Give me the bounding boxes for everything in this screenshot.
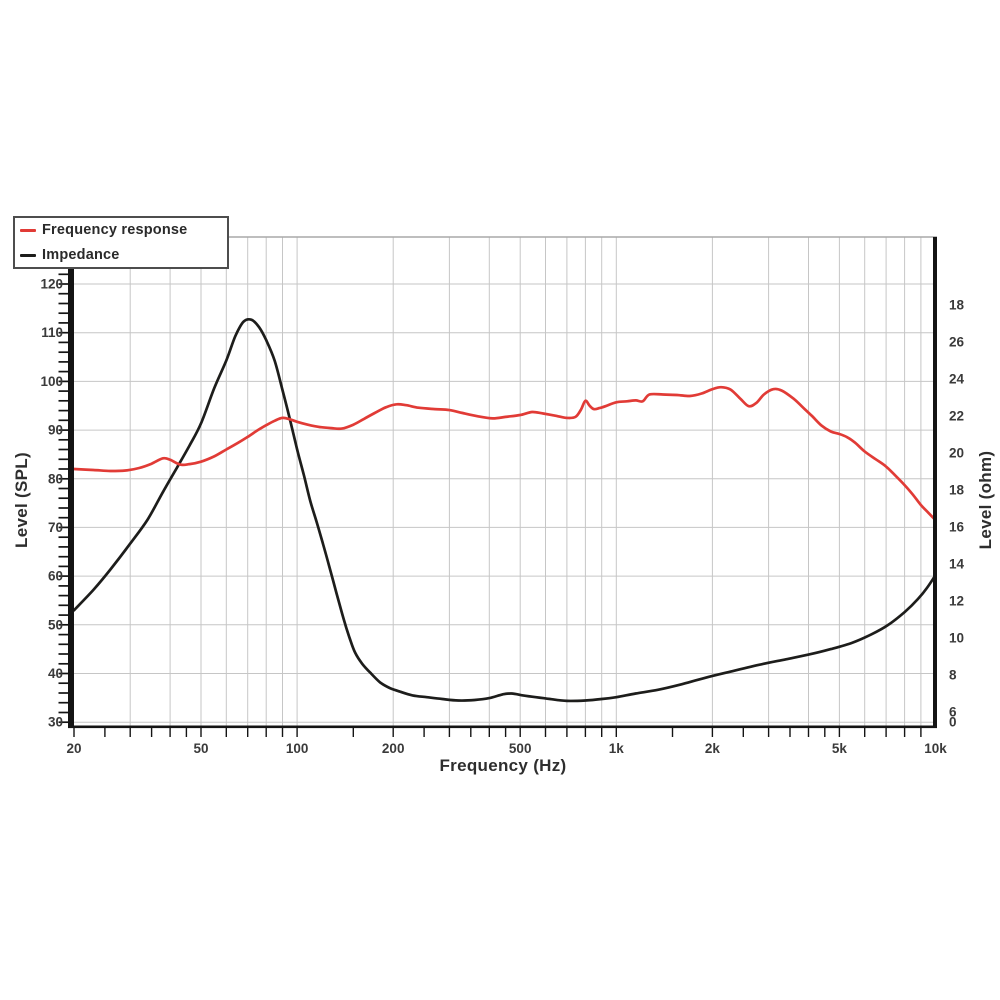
- y-right-tick-labels: 18 26 24 22 20 18 16 14 12 10 8 60: [949, 298, 965, 730]
- y-right-tick-label: 0: [949, 715, 957, 730]
- y-left-tick-label: 120: [40, 277, 63, 292]
- y-left-tick-label: 50: [48, 617, 63, 632]
- legend-label-impedance: Impedance: [42, 247, 120, 263]
- y-left-tick-label: 80: [48, 471, 63, 486]
- x-tick-label: 5k: [832, 741, 848, 756]
- y-axis-right-title: Level (ohm): [976, 450, 995, 550]
- frequency-response-line-sample: [20, 228, 36, 232]
- y-left-tick-label: 70: [48, 520, 63, 535]
- y-right-tick-label: 18: [949, 483, 965, 498]
- y-right-tick-label: 14: [949, 557, 965, 572]
- y-axis-left-title: Level (SPL): [12, 452, 31, 548]
- legend: Frequency response Impedance: [13, 216, 229, 269]
- y-right-tick-label: 22: [949, 409, 964, 424]
- x-tick-label: 200: [382, 741, 405, 756]
- y-right-tick-label: 6: [949, 705, 957, 720]
- y-left-tick-label: 110: [41, 325, 63, 340]
- y-right-tick-label: 12: [949, 594, 964, 609]
- y-axis-right: [933, 237, 937, 728]
- x-tick-label: 50: [193, 741, 208, 756]
- legend-item-impedance: Impedance: [20, 244, 227, 266]
- y-left-tick-labels: 120 110 100 90 80 70 60 50 40 30: [40, 277, 63, 730]
- x-tick-label: 2k: [705, 741, 721, 756]
- legend-item-frequency-response: Frequency response: [20, 219, 227, 241]
- x-tick-label: 20: [66, 741, 81, 756]
- y-right-tick-label: 26: [949, 335, 965, 350]
- y-left-tick-label: 60: [48, 569, 63, 584]
- y-right-tick-label: 16: [949, 520, 965, 535]
- x-axis-title: Frequency (Hz): [439, 756, 567, 775]
- x-tick-label: 500: [509, 741, 532, 756]
- y-left-tick-label: 30: [48, 715, 63, 730]
- y-right-tick-label: 10: [949, 631, 964, 646]
- y-right-tick-label: 20: [949, 446, 964, 461]
- x-tick-label: 10k: [924, 741, 947, 756]
- frequency-response-curve: [72, 385, 937, 522]
- legend-label-frequency-response: Frequency response: [42, 222, 188, 238]
- impedance-curve: [72, 317, 937, 703]
- y-right-tick-label: 18: [949, 298, 965, 313]
- impedance-line-sample: [20, 253, 36, 257]
- x-tick-labels: 20 50 100 200 500 1k 2k 5k 10k: [66, 741, 947, 756]
- y-left-tick-label: 90: [48, 423, 63, 438]
- gridlines: [71, 237, 935, 726]
- y-left-tick-label: 40: [48, 666, 63, 681]
- x-axis: [68, 725, 937, 737]
- x-tick-label: 1k: [609, 741, 625, 756]
- y-left-tick-label: 100: [40, 374, 63, 389]
- y-right-tick-label: 8: [949, 668, 957, 683]
- x-tick-label: 100: [286, 741, 309, 756]
- y-right-tick-label: 24: [949, 372, 965, 387]
